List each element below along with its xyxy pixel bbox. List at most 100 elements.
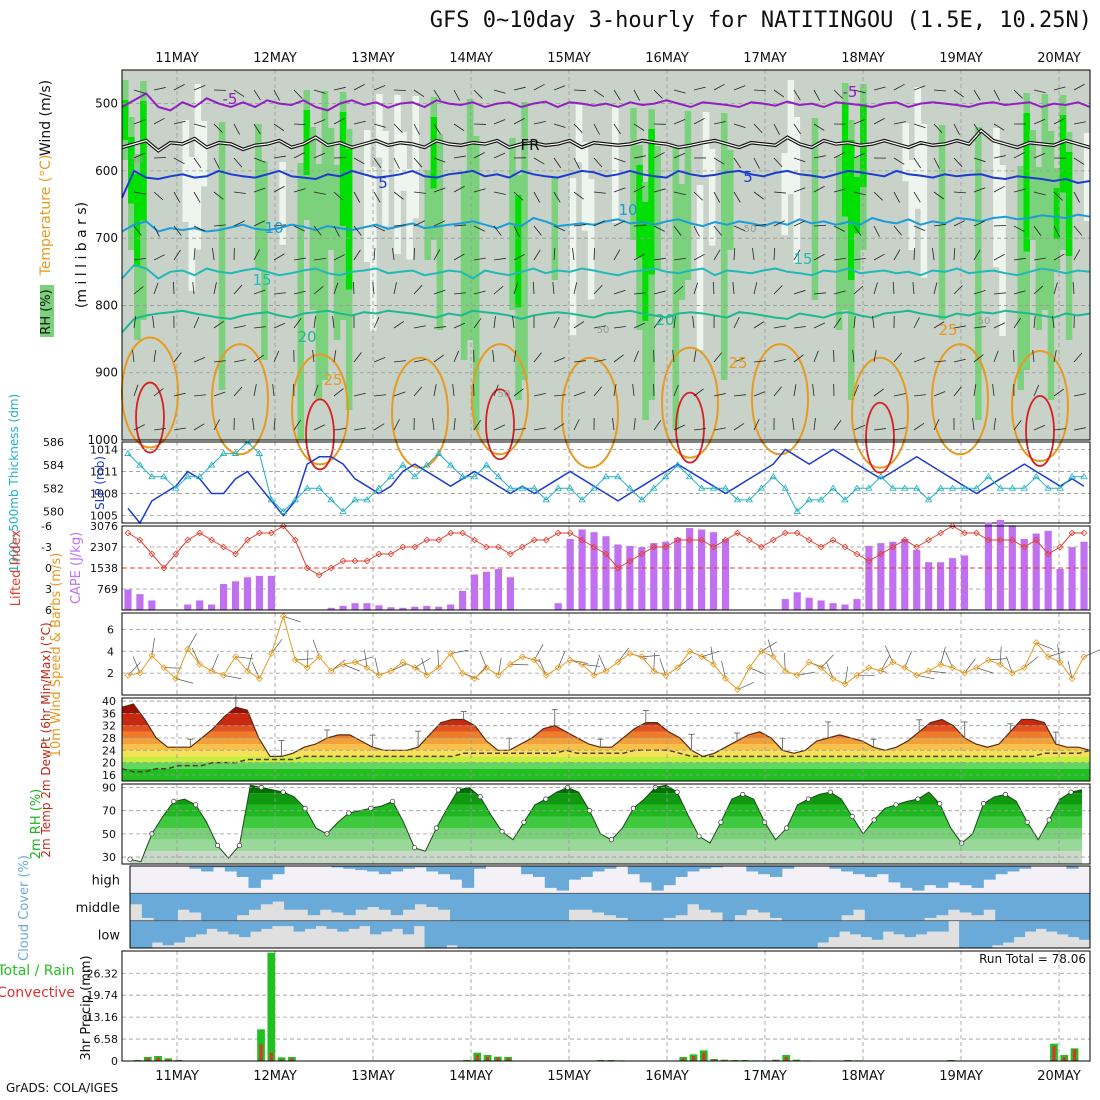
li-marker — [160, 564, 168, 572]
wind-barb — [653, 257, 666, 261]
rh-band-saturated — [140, 101, 147, 221]
temp-band — [122, 731, 1090, 738]
cloud-bar-middle — [817, 893, 830, 921]
rh-band-dry — [364, 130, 371, 262]
cape-bar — [243, 577, 252, 610]
cloud-bar-high — [959, 866, 972, 886]
li-marker — [244, 536, 251, 544]
cloud-bar-middle — [284, 893, 297, 910]
cloud-bar-middle — [935, 893, 949, 916]
wind-barb — [1073, 393, 1086, 397]
wind-barb-10m — [1057, 644, 1061, 663]
wind-barb — [312, 350, 315, 363]
wind-barb — [333, 117, 345, 125]
precip-tick-label: 13.16 — [87, 1011, 119, 1024]
wind-barb — [1033, 152, 1046, 159]
li-marker — [973, 529, 980, 537]
rh-frame — [121, 783, 1091, 865]
cloud-bar-low — [664, 920, 676, 948]
thickness-marker — [924, 496, 933, 503]
cape-bar — [482, 571, 491, 610]
li-marker — [710, 543, 717, 551]
cloud-bar-low — [773, 920, 786, 948]
li-tick-label: -6 — [41, 520, 52, 533]
wind-barb — [313, 119, 326, 125]
wind-speed-marker — [184, 645, 192, 653]
wind-barb — [893, 225, 902, 236]
cloud-bar-high — [900, 866, 913, 888]
wind-tick-label: 6 — [107, 623, 114, 636]
wind-barb — [413, 359, 426, 363]
li-marker — [734, 529, 741, 537]
wind-barb — [373, 85, 386, 91]
li-marker — [602, 550, 610, 558]
cloud-bar-high — [390, 866, 404, 872]
precip-convective-bar — [290, 1058, 294, 1061]
cloud-bar-low — [577, 920, 589, 948]
wind-barb — [352, 281, 355, 295]
slp-axis-label: SLP (mb) — [93, 456, 107, 510]
contour-label: -5 — [223, 90, 238, 108]
cloud-bar-high — [414, 866, 427, 868]
li-marker — [781, 529, 789, 537]
cloud-bar-middle — [248, 893, 261, 910]
wind-barb-10m — [364, 649, 368, 668]
wind-barb-10m — [151, 637, 155, 656]
wind-speed-marker — [303, 664, 311, 672]
li-marker — [698, 536, 705, 544]
wind-speed-marker — [267, 650, 275, 657]
precip-convective-bar — [269, 1052, 273, 1061]
cloud-bar-low — [1068, 920, 1080, 938]
thickness-marker — [685, 472, 694, 480]
cape-bar — [148, 600, 156, 610]
thickness-marker — [195, 472, 204, 480]
precip-convective-bar — [784, 1057, 788, 1061]
thickness-marker — [769, 472, 778, 480]
wind-barb — [373, 157, 382, 169]
rh-band-saturated — [430, 117, 438, 189]
wind-barb-10m — [737, 681, 755, 690]
cape-bar — [662, 541, 670, 610]
wind-barb — [233, 284, 243, 295]
rh-band-moist — [261, 161, 268, 360]
wind-barb — [513, 350, 517, 363]
temp-tick-label: 20 — [102, 757, 116, 770]
wind-barb — [913, 422, 925, 431]
cloud-bar-low — [1035, 920, 1047, 929]
thickness-tick-label: 584 — [43, 459, 64, 472]
cloud-bar-middle — [177, 893, 190, 910]
wind-speed-marker — [937, 660, 945, 668]
wind-barb — [813, 89, 821, 101]
wind-barb — [253, 157, 266, 163]
wind-barb — [473, 419, 482, 431]
wind-speed-marker — [387, 667, 395, 675]
wind-barb — [173, 157, 185, 165]
wind-barb — [453, 224, 466, 227]
thickness-marker — [1068, 472, 1076, 480]
cloud-bar-middle — [924, 893, 937, 918]
wind-barb — [553, 85, 566, 91]
wind-barb — [1053, 191, 1063, 201]
wind-barb — [872, 316, 875, 329]
cloud-bar-low — [424, 920, 436, 948]
cloud-bar-high — [687, 866, 700, 872]
wind-barb — [593, 386, 603, 397]
wind-barb — [893, 393, 906, 397]
cloud-bar-high — [651, 866, 664, 891]
cape-bar — [1032, 533, 1040, 610]
wind-barb — [333, 86, 346, 91]
cloud-axis-label: Cloud Cover (%) — [17, 855, 32, 961]
wind-barb — [293, 152, 305, 159]
wind-barb — [933, 223, 946, 227]
cloud-bar-high — [758, 866, 771, 875]
wind-barb-10m — [904, 650, 912, 668]
cloud-bar-middle — [615, 893, 629, 918]
wind-barb — [773, 325, 786, 329]
cloud-bar-middle — [1054, 893, 1067, 921]
cloud-bar-high — [367, 866, 380, 872]
contour-label: 20 — [297, 328, 316, 346]
thickness-line — [127, 441, 1084, 513]
wind-barb — [313, 191, 326, 195]
wind-barb — [793, 384, 797, 397]
